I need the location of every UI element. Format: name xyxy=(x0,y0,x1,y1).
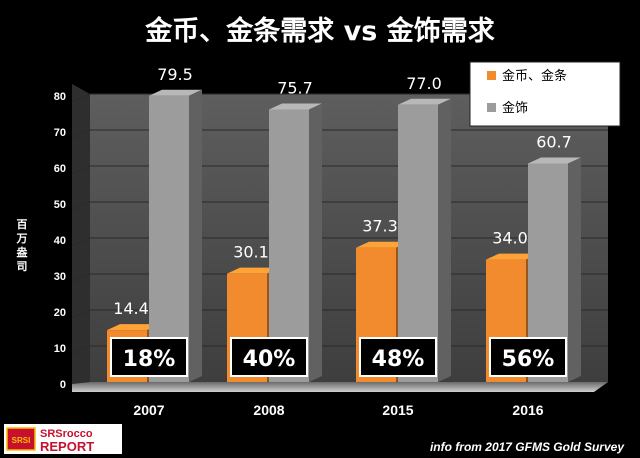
logo-badge xyxy=(6,427,36,451)
value-label-coins-bars: 37.3 xyxy=(362,217,398,236)
x-category-label: 2008 xyxy=(253,402,284,418)
source-credit: info from 2017 GFMS Gold Survey xyxy=(430,440,625,454)
y-axis-label: 百万盎司 xyxy=(16,218,29,273)
bar-jewelry-2008-top xyxy=(269,103,322,110)
value-label-jewelry: 77.0 xyxy=(406,74,442,93)
value-label-jewelry: 60.7 xyxy=(536,132,572,151)
percent-box xyxy=(359,337,437,377)
plot-floor xyxy=(72,382,608,392)
value-label-coins-bars: 14.4 xyxy=(113,299,149,318)
x-category-label: 2015 xyxy=(382,402,413,418)
bar-jewelry-2016-side xyxy=(568,157,581,382)
y-tick-label: 80 xyxy=(54,91,66,103)
percent-label: 56% xyxy=(502,347,555,372)
gridline-side xyxy=(71,345,91,355)
y-axis-ticks: 0 10 20 30 40 50 60 70 80 xyxy=(54,91,66,391)
percent-label: 48% xyxy=(372,347,425,372)
logo-line1: SRSrocco xyxy=(40,428,93,440)
chart-title: 金币、金条需求 vs 金饰需求 xyxy=(144,15,494,47)
bar-coins-bars-2008-top xyxy=(227,267,280,274)
srsrocco-logo: SRSI SRSrocco REPORT xyxy=(4,424,122,454)
legend-label-coins-bars: 金币、金条 xyxy=(502,68,567,84)
bar-jewelry-2008 xyxy=(269,109,309,382)
y-tick-label: 70 xyxy=(54,127,66,139)
y-tick-label: 40 xyxy=(54,235,66,247)
logo-badge-text: SRSI xyxy=(12,436,31,445)
bar-jewelry-2007-side xyxy=(189,89,202,383)
y-axis-label-char: 万 xyxy=(16,232,28,245)
legend-label-jewelry: 金饰 xyxy=(502,100,528,116)
gridline-side xyxy=(71,201,91,211)
gridline-side xyxy=(71,93,91,103)
bar-jewelry-2007 xyxy=(149,95,189,383)
legend-swatch-jewelry xyxy=(487,103,496,112)
value-label-coins-bars: 30.1 xyxy=(233,243,269,262)
y-tick-label: 10 xyxy=(54,343,66,355)
logo-line2: REPORT xyxy=(40,439,94,454)
bar-jewelry-2007-top xyxy=(149,89,202,96)
legend: 金币、金条 金饰 xyxy=(469,61,621,127)
percent-label: 18% xyxy=(123,347,176,372)
y-tick-label: 60 xyxy=(54,163,66,175)
y-tick-label: 20 xyxy=(54,307,66,319)
gridline-side xyxy=(71,273,91,283)
bar-jewelry-2016-top xyxy=(528,157,581,164)
x-category-label: 2016 xyxy=(512,402,543,418)
gridline-side xyxy=(71,237,91,247)
y-tick-label: 30 xyxy=(54,271,66,283)
y-tick-label: 50 xyxy=(54,199,66,211)
label-layer: 14.4 79.5 18% 2007 30.1 75.7 40% 2008 37.3 77.0 48… xyxy=(110,65,572,418)
x-category-label: 2007 xyxy=(133,402,164,418)
gridline-side xyxy=(71,309,91,319)
percent-box xyxy=(230,337,308,377)
value-label-jewelry: 79.5 xyxy=(157,65,193,84)
bar-coins-bars-2007-top xyxy=(107,324,160,331)
plot-side-wall xyxy=(72,84,90,384)
y-axis-label-char: 盎 xyxy=(17,245,29,259)
percent-box xyxy=(489,337,567,377)
bar-coins-bars-2015-top xyxy=(356,241,409,248)
percent-label: 40% xyxy=(243,347,296,372)
y-axis-label-char: 百 xyxy=(17,218,28,231)
bar-jewelry-2015-side xyxy=(438,98,451,383)
gridline-side xyxy=(71,165,91,175)
value-label-jewelry: 75.7 xyxy=(277,78,313,97)
bar-jewelry-2008-side xyxy=(309,103,322,382)
percent-box xyxy=(110,337,188,377)
y-tick-label: 0 xyxy=(60,379,66,391)
bar-jewelry-2015 xyxy=(398,104,438,383)
legend-swatch-coins-bars xyxy=(487,71,496,80)
bar-jewelry-2015-top xyxy=(398,98,451,105)
gridline-side xyxy=(71,129,91,139)
y-axis-label-char: 司 xyxy=(17,260,28,273)
value-label-coins-bars: 34.0 xyxy=(492,229,528,248)
bar-coins-bars-2016-top xyxy=(486,253,539,260)
